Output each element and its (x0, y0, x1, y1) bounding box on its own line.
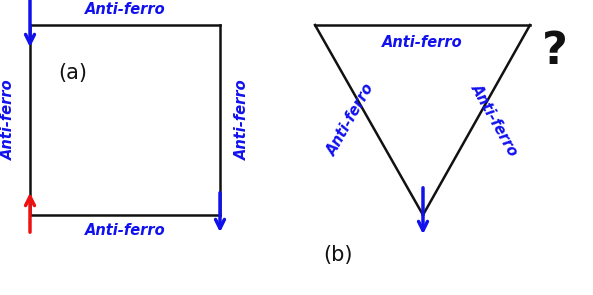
Text: Anti-ferro: Anti-ferro (1, 80, 15, 160)
Text: (b): (b) (323, 245, 352, 265)
Text: Anti-ferro: Anti-ferro (234, 80, 250, 160)
Text: (a): (a) (58, 63, 87, 83)
Text: Anti-ferro: Anti-ferro (468, 81, 521, 159)
Text: Anti-ferro: Anti-ferro (85, 2, 165, 17)
Text: ?: ? (542, 30, 568, 73)
Text: Anti-ferro: Anti-ferro (324, 81, 377, 159)
Text: Anti-ferro: Anti-ferro (85, 223, 165, 238)
Text: Anti-ferro: Anti-ferro (382, 35, 463, 50)
